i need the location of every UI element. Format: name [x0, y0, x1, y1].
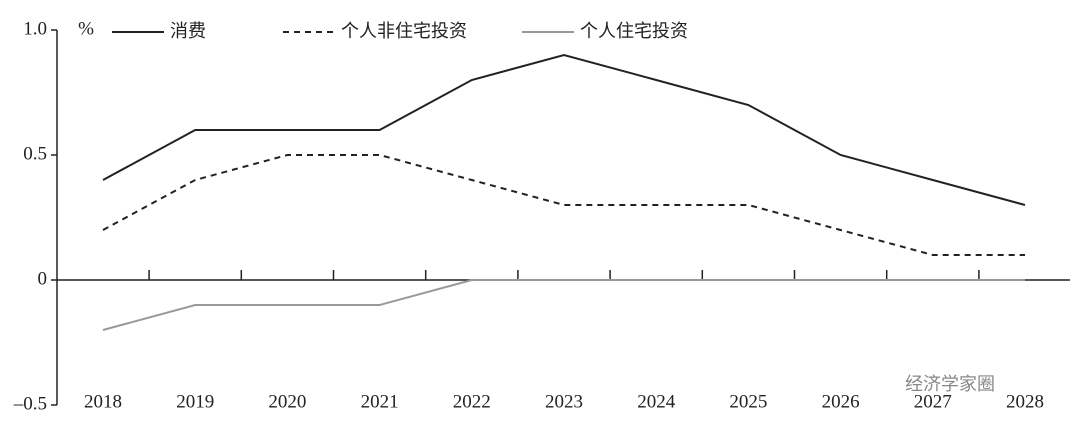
- x-tick-label: 2024: [637, 391, 676, 412]
- series-line: [102, 53, 1026, 206]
- watermark: 经济学家圈: [905, 374, 995, 395]
- x-tick-label: 2022: [453, 391, 491, 412]
- x-tick-label: 2028: [1006, 391, 1044, 412]
- x-tick-label: 2025: [729, 391, 767, 412]
- x-tick-label: 2026: [822, 391, 860, 412]
- x-tick-label: 2020: [268, 391, 306, 412]
- y-tick-label: 1.0: [23, 18, 47, 39]
- series-line: [102, 154, 1025, 256]
- x-tick-label: 2018: [84, 391, 122, 412]
- y-tick-label: 0: [38, 268, 48, 289]
- y-tick-label: 0.5: [23, 143, 47, 164]
- x-tick-label: 2019: [176, 391, 214, 412]
- x-tick-label: 2021: [361, 391, 399, 412]
- unit-label: %: [78, 18, 94, 39]
- series-line: [102, 279, 1025, 331]
- legend-label: 个人住宅投资: [580, 21, 688, 42]
- x-tick-label: 2027: [914, 391, 952, 412]
- x-tick-label: 2023: [545, 391, 583, 412]
- y-tick-label: –0.5: [13, 393, 47, 414]
- legend-label: 个人非住宅投资: [341, 21, 467, 42]
- legend-label: 消费: [170, 21, 206, 42]
